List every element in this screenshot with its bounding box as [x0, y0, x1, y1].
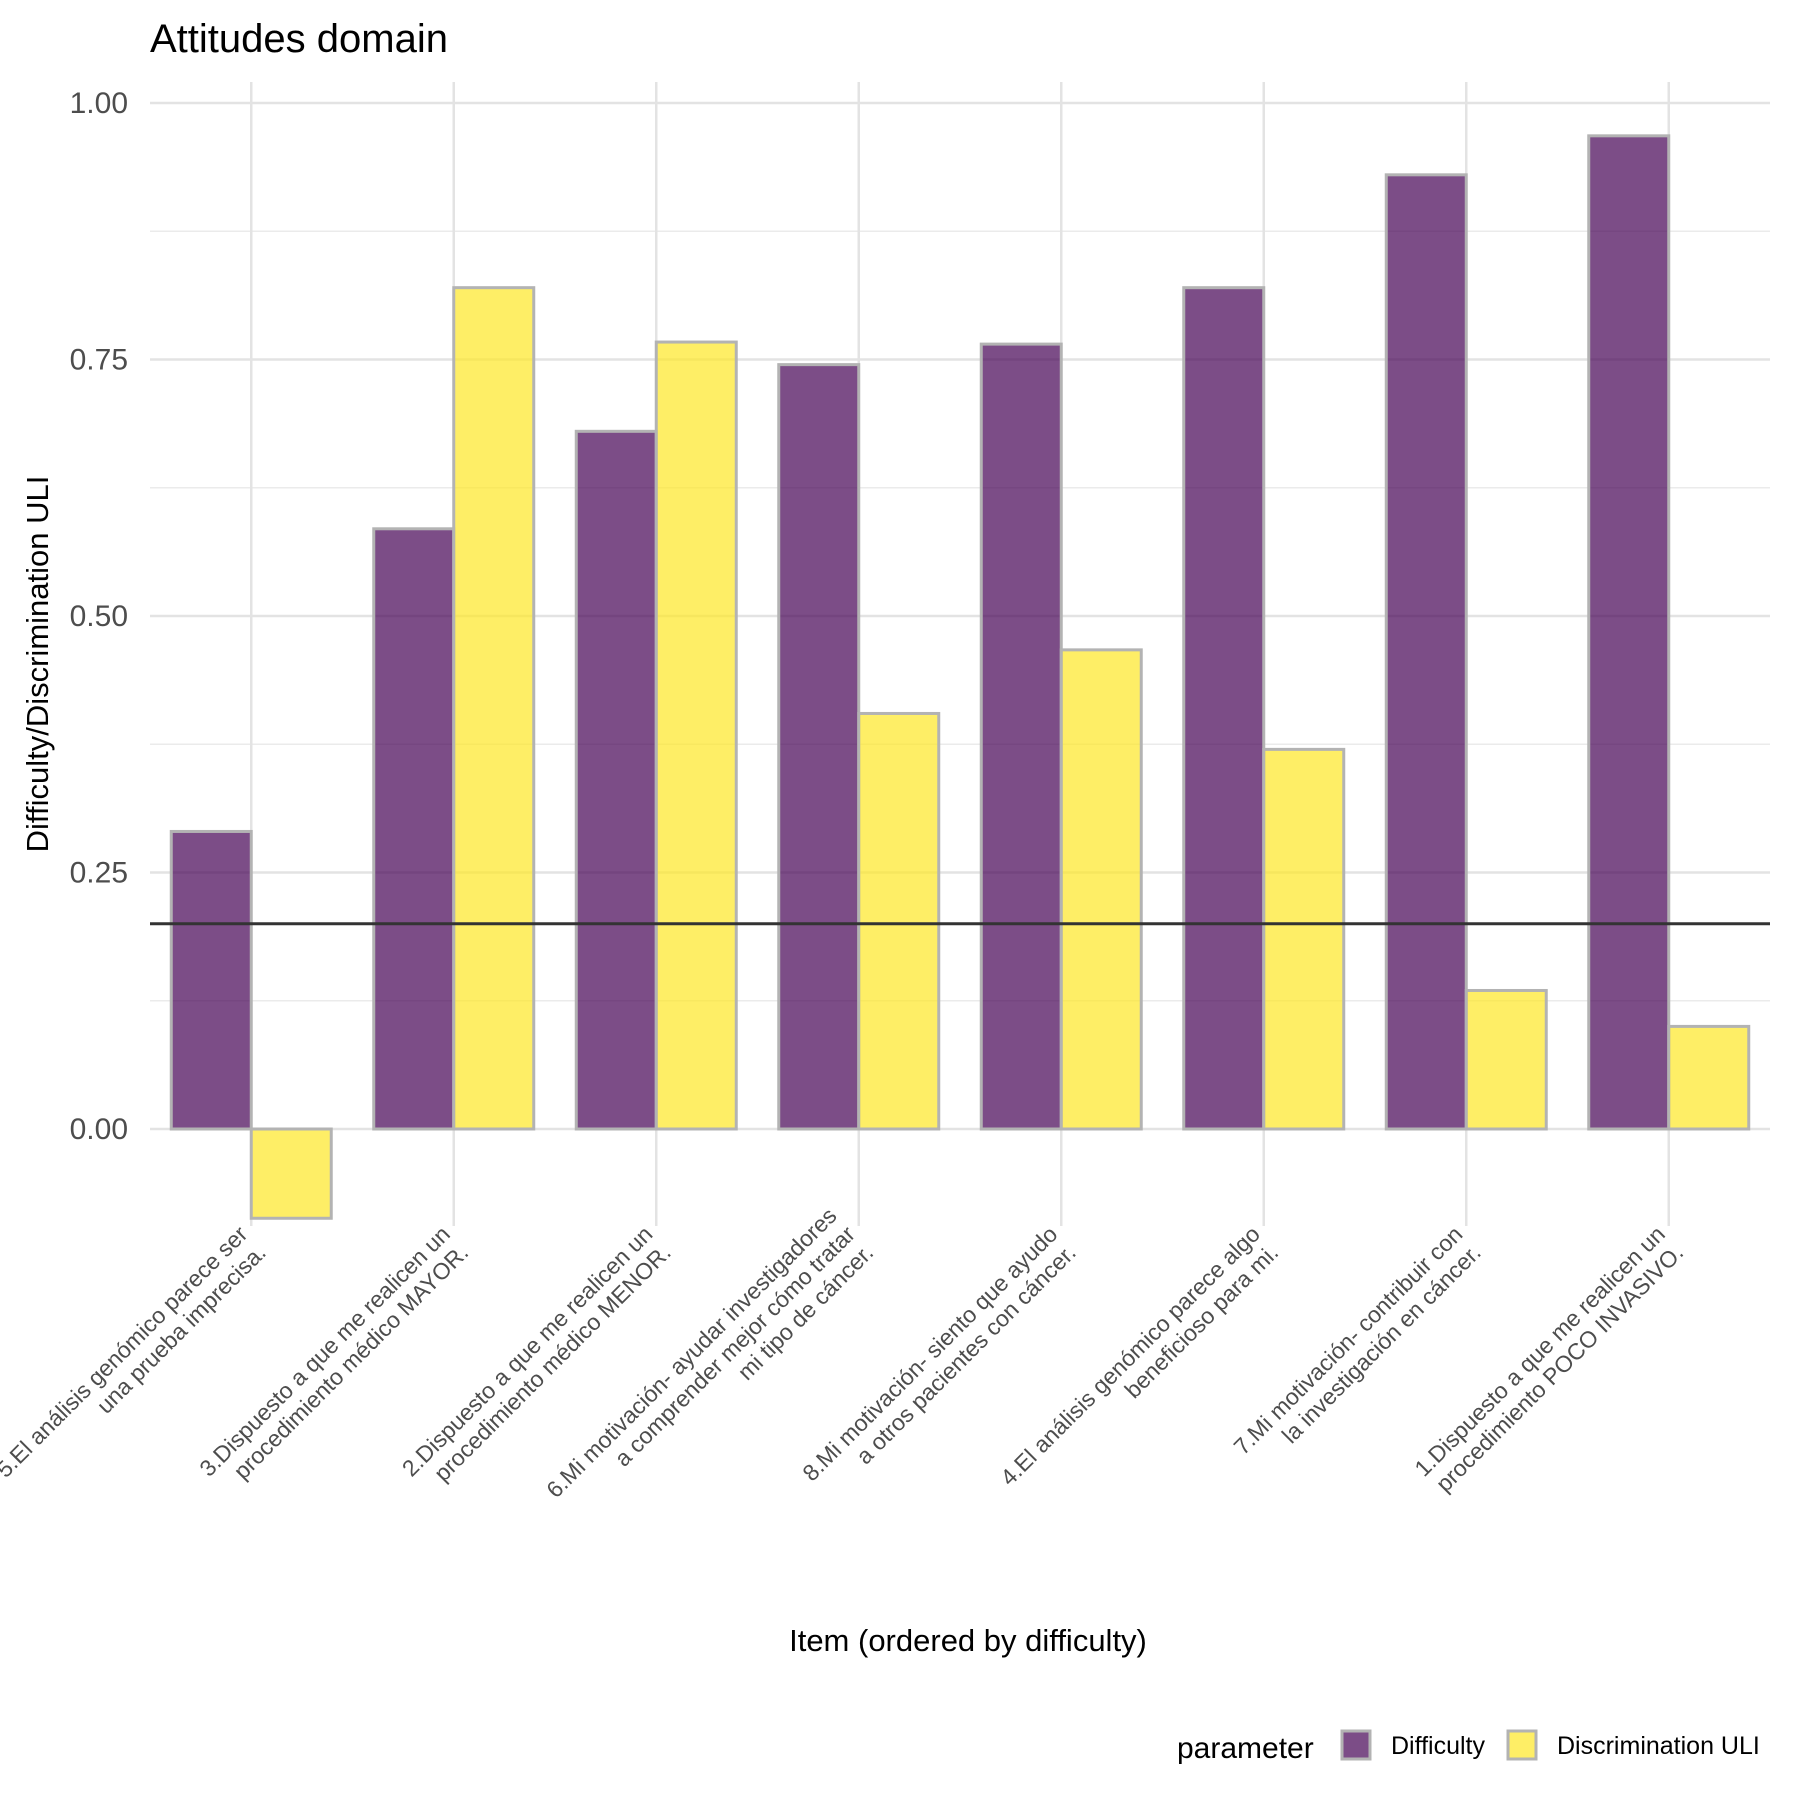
y-tick-labels: 0.00 0.25 0.50 0.75 1.00	[70, 87, 128, 1146]
bar-discrimination-uli	[452, 286, 536, 1131]
legend: parameter Difficulty Discrimination ULI	[1177, 1729, 1760, 1765]
bars	[169, 134, 1751, 1220]
legend-label: Discrimination ULI	[1557, 1732, 1760, 1760]
legend-label: Difficulty	[1391, 1732, 1486, 1760]
bar-difficulty	[1182, 286, 1266, 1131]
bar-difficulty	[979, 342, 1063, 1131]
x-axis-label: Item (ordered by difficulty)	[789, 1623, 1147, 1658]
bar-difficulty	[372, 527, 456, 1131]
y-axis-label: Difficulty/Discrimination ULI	[20, 476, 55, 853]
bar-discrimination-uli	[857, 711, 941, 1131]
y-tick-label: 0.75	[70, 344, 128, 377]
bar-discrimination-uli	[654, 340, 738, 1131]
bar-discrimination-uli	[249, 1127, 333, 1220]
y-tick-label: 0.50	[70, 600, 128, 633]
bar-difficulty	[169, 829, 253, 1131]
legend-title: parameter	[1177, 1732, 1314, 1765]
y-tick-label: 1.00	[70, 87, 128, 120]
bar-discrimination-uli	[1059, 648, 1143, 1131]
x-tick-labels: 5.El análisis genómico parece seruna pru…	[0, 1202, 1688, 1539]
legend-key	[1506, 1729, 1538, 1761]
y-tick-label: 0.00	[70, 1113, 128, 1146]
legend-items: Difficulty Discrimination ULI	[1340, 1729, 1760, 1761]
chart-title: Attitudes domain	[150, 17, 448, 61]
bar-difficulty	[1384, 173, 1468, 1131]
y-tick-label: 0.25	[70, 857, 128, 890]
legend-key	[1340, 1729, 1372, 1761]
bar-discrimination-uli	[1262, 747, 1346, 1131]
x-tick-label: 6.Mi motivación- ayudar investigadoresa …	[541, 1202, 878, 1539]
bar-difficulty	[1587, 134, 1671, 1131]
bar-discrimination-uli	[1464, 988, 1548, 1131]
bar-discrimination-uli	[1667, 1024, 1751, 1131]
bar-difficulty	[777, 363, 861, 1131]
bar-difficulty	[574, 429, 658, 1131]
